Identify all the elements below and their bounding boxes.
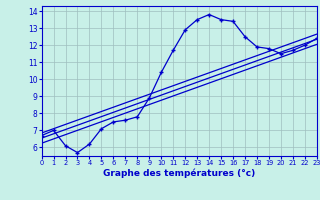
X-axis label: Graphe des températures (°c): Graphe des températures (°c)	[103, 169, 255, 178]
